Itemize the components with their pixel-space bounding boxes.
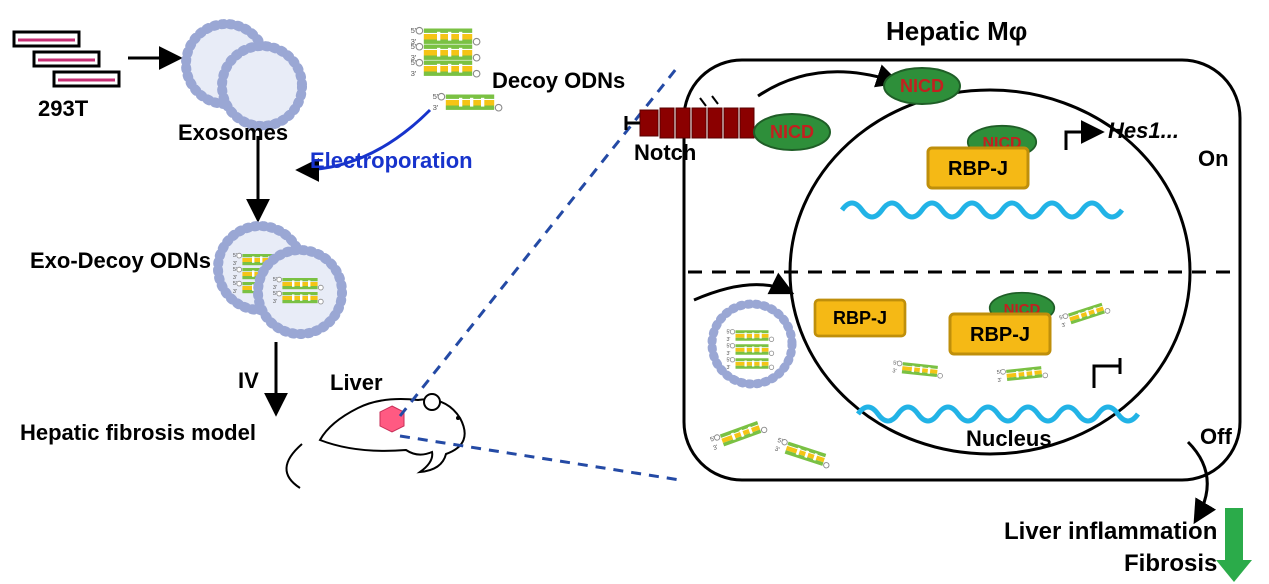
label-electroporation: Electroporation (310, 148, 473, 174)
label-liver: Liver (330, 370, 383, 396)
label-outcome2: Fibrosis (1124, 550, 1217, 578)
nicd-text: NICD (770, 122, 814, 142)
dishes-293t (14, 32, 119, 86)
exo-decoy-odns (218, 226, 342, 334)
label-293t: 293T (38, 96, 88, 122)
label-decoy-odns: Decoy ODNs (492, 68, 625, 94)
label-model: Hepatic fibrosis model (20, 420, 256, 446)
svg-text:RBP-J: RBP-J (970, 324, 1030, 346)
title-hepatic-macrophage: Hepatic Mφ (886, 16, 1027, 47)
svg-text:NICD: NICD (900, 76, 944, 96)
exosomes-pair (186, 24, 302, 126)
decoy-odns (411, 26, 502, 112)
diagram-canvas: 5' 3' (0, 0, 1269, 584)
label-nucleus: Nucleus (966, 426, 1052, 452)
notch-receptor (626, 96, 754, 138)
label-exosomes: Exosomes (178, 120, 288, 146)
svg-text:RBP-J: RBP-J (948, 158, 1008, 180)
label-off: Off (1200, 424, 1232, 450)
label-exo-decoy: Exo-Decoy ODNs (30, 248, 211, 274)
down-arrow-green (1216, 508, 1252, 582)
svg-text:RBP-J: RBP-J (833, 308, 887, 328)
label-gene: Hes1... (1108, 118, 1179, 144)
label-iv: IV (238, 368, 259, 394)
label-notch: Notch (634, 140, 696, 166)
label-outcome1: Liver inflammation (1004, 518, 1217, 546)
label-on: On (1198, 146, 1229, 172)
